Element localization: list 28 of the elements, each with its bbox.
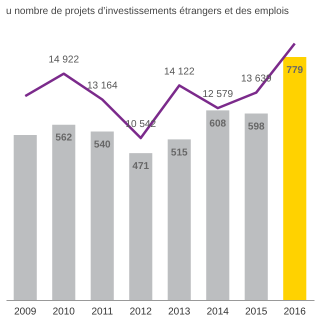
bar xyxy=(206,110,230,300)
data-label: 13 164 xyxy=(86,80,118,92)
data-label: 540 xyxy=(94,140,112,151)
bar xyxy=(52,124,76,300)
data-label: 608 xyxy=(209,118,227,130)
bar xyxy=(283,57,306,300)
x-tick-label: 2015 xyxy=(245,306,268,318)
bar xyxy=(129,153,152,300)
data-label: 598 xyxy=(248,121,266,132)
x-tick-label: 2012 xyxy=(130,306,152,318)
x-tick-label: 2009 xyxy=(14,306,37,318)
data-label: 779 xyxy=(286,65,304,76)
bar xyxy=(244,113,268,300)
bar xyxy=(90,132,114,300)
data-label: 515 xyxy=(170,147,188,158)
x-tick-label: 2014 xyxy=(206,306,230,318)
data-label: 562 xyxy=(55,132,73,144)
bar xyxy=(168,139,191,300)
bar xyxy=(14,134,37,300)
x-tick-label: 2011 xyxy=(91,306,114,318)
data-label: 14 922 xyxy=(48,54,80,66)
data-label: 12 579 xyxy=(202,89,234,100)
x-tick-label: 2010 xyxy=(52,306,76,318)
x-tick-label: 2016 xyxy=(284,306,306,318)
x-tick-label: 2013 xyxy=(168,306,191,318)
data-label: 471 xyxy=(132,161,150,172)
data-label: 14 122 xyxy=(164,66,195,78)
chart-title: u nombre de projets d’investissements étrangers et des emplois xyxy=(6,6,289,17)
